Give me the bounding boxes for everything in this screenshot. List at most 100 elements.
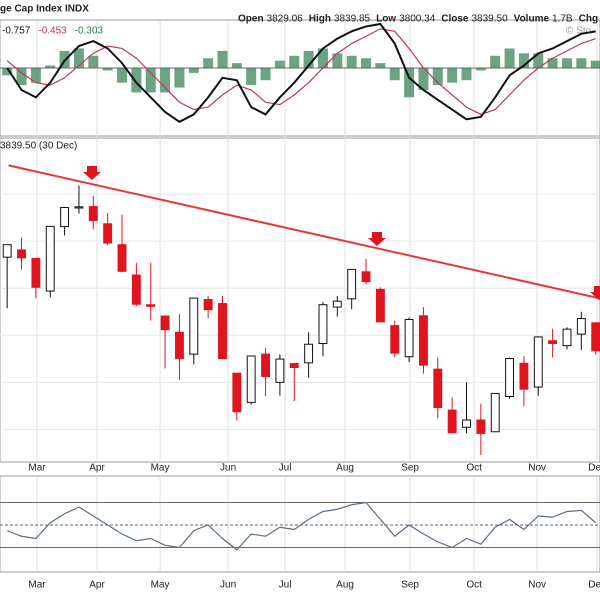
histogram-bar <box>274 60 285 68</box>
histogram-bar <box>375 63 386 68</box>
candle-body <box>160 315 170 331</box>
candle-body <box>318 304 328 345</box>
histogram-bar <box>289 55 300 68</box>
candle-body <box>447 409 457 434</box>
histogram-bar <box>389 68 400 81</box>
x-tick-label: Oct <box>466 580 482 591</box>
candle-body <box>404 319 414 358</box>
x-tick-label: Jun <box>220 580 236 591</box>
histogram-bar <box>404 68 415 98</box>
candle-body <box>361 271 371 283</box>
candle-body <box>289 363 299 369</box>
histogram-bar <box>317 48 328 68</box>
quote-value: 3839.50 <box>471 14 508 25</box>
candle-body <box>347 268 357 300</box>
histogram-bar <box>475 68 486 71</box>
x-tick-label: Apr <box>89 580 105 591</box>
x-tick-label: Nov <box>528 463 546 474</box>
quote-value: 3800.34 <box>399 14 436 25</box>
histogram-bar <box>361 58 372 68</box>
candle-body <box>462 419 471 428</box>
histogram-bar <box>561 58 572 68</box>
candle-body <box>246 355 256 403</box>
candle-body <box>218 303 227 360</box>
candle-body <box>17 249 26 259</box>
quote-label: Close <box>441 14 469 25</box>
arrow <box>590 286 600 300</box>
x-tick-label: Nov <box>528 580 546 591</box>
x-tick-label: Aug <box>336 463 354 474</box>
histogram-bar <box>174 68 185 88</box>
chart-title: ge Cap Index INDX <box>0 4 89 15</box>
histogram-bar <box>102 68 113 71</box>
candle-body <box>45 225 55 292</box>
histogram-bar <box>518 53 529 68</box>
candle-body <box>519 362 529 390</box>
candle-body <box>562 328 572 347</box>
histogram-bar <box>303 50 314 68</box>
quote-label: High <box>309 14 331 25</box>
candle-body <box>275 358 285 383</box>
series-line <box>6 501 597 551</box>
histogram-bar <box>145 68 156 93</box>
histogram-bar <box>2 68 13 76</box>
x-tick-label: Apr <box>89 463 105 474</box>
candle-body <box>103 223 113 244</box>
arrow <box>368 232 386 246</box>
histogram-bar <box>590 60 600 68</box>
histogram-bar <box>88 55 99 68</box>
x-tick-label: Oct <box>466 463 482 474</box>
quote-value: 3839.85 <box>334 14 371 25</box>
histogram-bar <box>203 58 214 68</box>
histogram-bar <box>346 55 357 68</box>
histogram-bar <box>160 68 171 93</box>
candle-body <box>576 318 586 335</box>
price-label: 3839.50 (30 Dec) <box>0 141 77 152</box>
x-tick-label: Mar <box>28 463 46 474</box>
candle-body <box>88 206 98 221</box>
candle-body <box>74 206 84 209</box>
x-tick-label: Aug <box>336 580 354 591</box>
x-tick-label: May <box>151 580 170 591</box>
quote-label: Open <box>238 14 264 25</box>
quote-value: 3829.06 <box>267 14 304 25</box>
candle-body <box>476 419 486 434</box>
candle-body <box>131 274 141 305</box>
x-tick-label: Dec <box>588 580 600 591</box>
candle-body <box>591 322 600 352</box>
histogram-bar <box>533 53 544 68</box>
histogram-bar <box>30 68 41 83</box>
histogram-bar <box>117 68 128 83</box>
candle-body <box>533 336 543 388</box>
arrow <box>83 166 101 180</box>
trendline <box>8 164 600 300</box>
candle-body <box>332 300 342 308</box>
candle-body <box>304 343 314 364</box>
candle-body <box>261 353 270 377</box>
x-tick-label: May <box>151 463 170 474</box>
legend-value: -0.453 <box>38 26 67 37</box>
x-tick-label: Sep <box>401 463 419 474</box>
series-line <box>6 22 596 123</box>
histogram-bar <box>576 58 587 68</box>
candle-body <box>2 244 12 258</box>
histogram-bar <box>73 48 84 68</box>
x-tick-label: Sep <box>401 580 419 591</box>
candle-body <box>375 288 385 323</box>
histogram-bar <box>260 68 271 81</box>
watermark: © Sto <box>566 26 592 37</box>
histogram-bar <box>231 63 242 68</box>
x-tick-label: Mar <box>28 580 46 591</box>
annotation-arrows <box>83 166 600 300</box>
candle-body <box>433 368 443 409</box>
histogram-bar <box>447 68 458 83</box>
candle-body <box>418 315 428 366</box>
ppo-panel <box>0 19 600 137</box>
legend-value: -0.303 <box>75 26 104 37</box>
quote-label: Chg <box>579 14 598 25</box>
x-tick-label: Jul <box>279 463 292 474</box>
candle-body <box>390 325 400 354</box>
legend-value: -0.757 <box>2 26 31 37</box>
histogram-bar <box>418 68 429 90</box>
candle-body <box>490 392 500 433</box>
